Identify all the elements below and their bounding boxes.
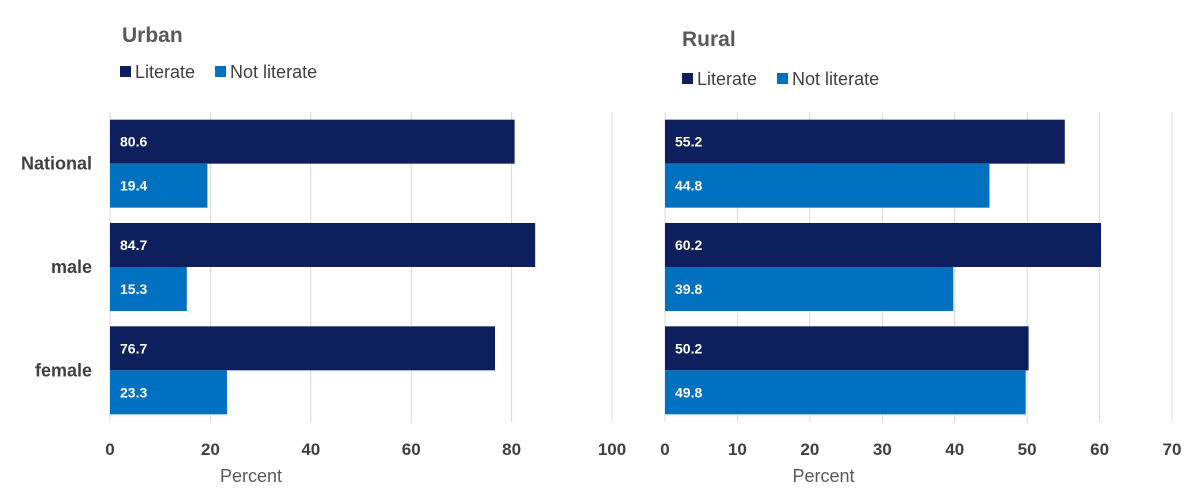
tick-label: 40 <box>945 440 964 459</box>
legend-entry: Literate <box>697 69 757 89</box>
data-label: 50.2 <box>675 340 702 356</box>
chart-urban: Urban Literate Not literate 0 20 40 60 80 100 Per… <box>21 24 626 486</box>
data-label: 23.3 <box>120 384 147 400</box>
chart-title: Urban <box>122 24 183 47</box>
legend-swatch <box>682 73 693 84</box>
data-label: 19.4 <box>120 178 147 194</box>
bar <box>110 119 515 164</box>
bar <box>665 163 990 208</box>
tick-label: 30 <box>873 440 892 459</box>
tick-label: 80 <box>502 440 521 459</box>
bar <box>665 267 954 311</box>
axis-title: Percent <box>792 466 854 486</box>
bar <box>665 119 1065 164</box>
tick-label: 0 <box>105 440 114 459</box>
tick-label: 70 <box>1163 440 1182 459</box>
data-label: 49.8 <box>675 384 702 400</box>
data-label: 76.7 <box>120 340 147 356</box>
tick-label: 100 <box>598 440 626 459</box>
bar <box>110 267 187 311</box>
bar <box>110 370 227 415</box>
legend-swatch <box>120 66 131 77</box>
tick-label: 60 <box>1090 440 1109 459</box>
chart-title: Rural <box>682 28 736 51</box>
legend-entry: Not literate <box>792 69 879 89</box>
data-label: 55.2 <box>675 134 702 150</box>
tick-label: 60 <box>402 440 421 459</box>
data-label: 60.2 <box>675 237 702 253</box>
bar <box>665 370 1026 415</box>
data-label: 39.8 <box>675 281 702 297</box>
data-label: 80.6 <box>120 134 147 150</box>
bar <box>110 163 208 208</box>
bar <box>665 223 1102 267</box>
legend-entry: Literate <box>135 62 195 82</box>
legend-swatch <box>777 73 789 84</box>
tick-label: 20 <box>800 440 819 459</box>
axis-title: Percent <box>220 466 282 486</box>
data-label: 84.7 <box>120 237 147 253</box>
bar <box>110 223 536 267</box>
tick-label: 40 <box>301 440 320 459</box>
tick-label: 0 <box>660 440 669 459</box>
data-label: 44.8 <box>675 178 702 194</box>
tick-label: 20 <box>201 440 220 459</box>
tick-label: 10 <box>728 440 747 459</box>
category-label: male <box>51 257 92 277</box>
data-label: 15.3 <box>120 281 147 297</box>
legend-swatch <box>215 66 227 77</box>
bar <box>110 326 496 371</box>
legend-entry: Not literate <box>230 62 317 82</box>
tick-label: 50 <box>1018 440 1037 459</box>
category-label: National <box>21 154 92 174</box>
chart-rural: Rural Literate Not literate 0 10 20 30 40 50 60 70… <box>660 28 1181 486</box>
category-label: female <box>35 360 92 380</box>
bar <box>665 326 1029 371</box>
